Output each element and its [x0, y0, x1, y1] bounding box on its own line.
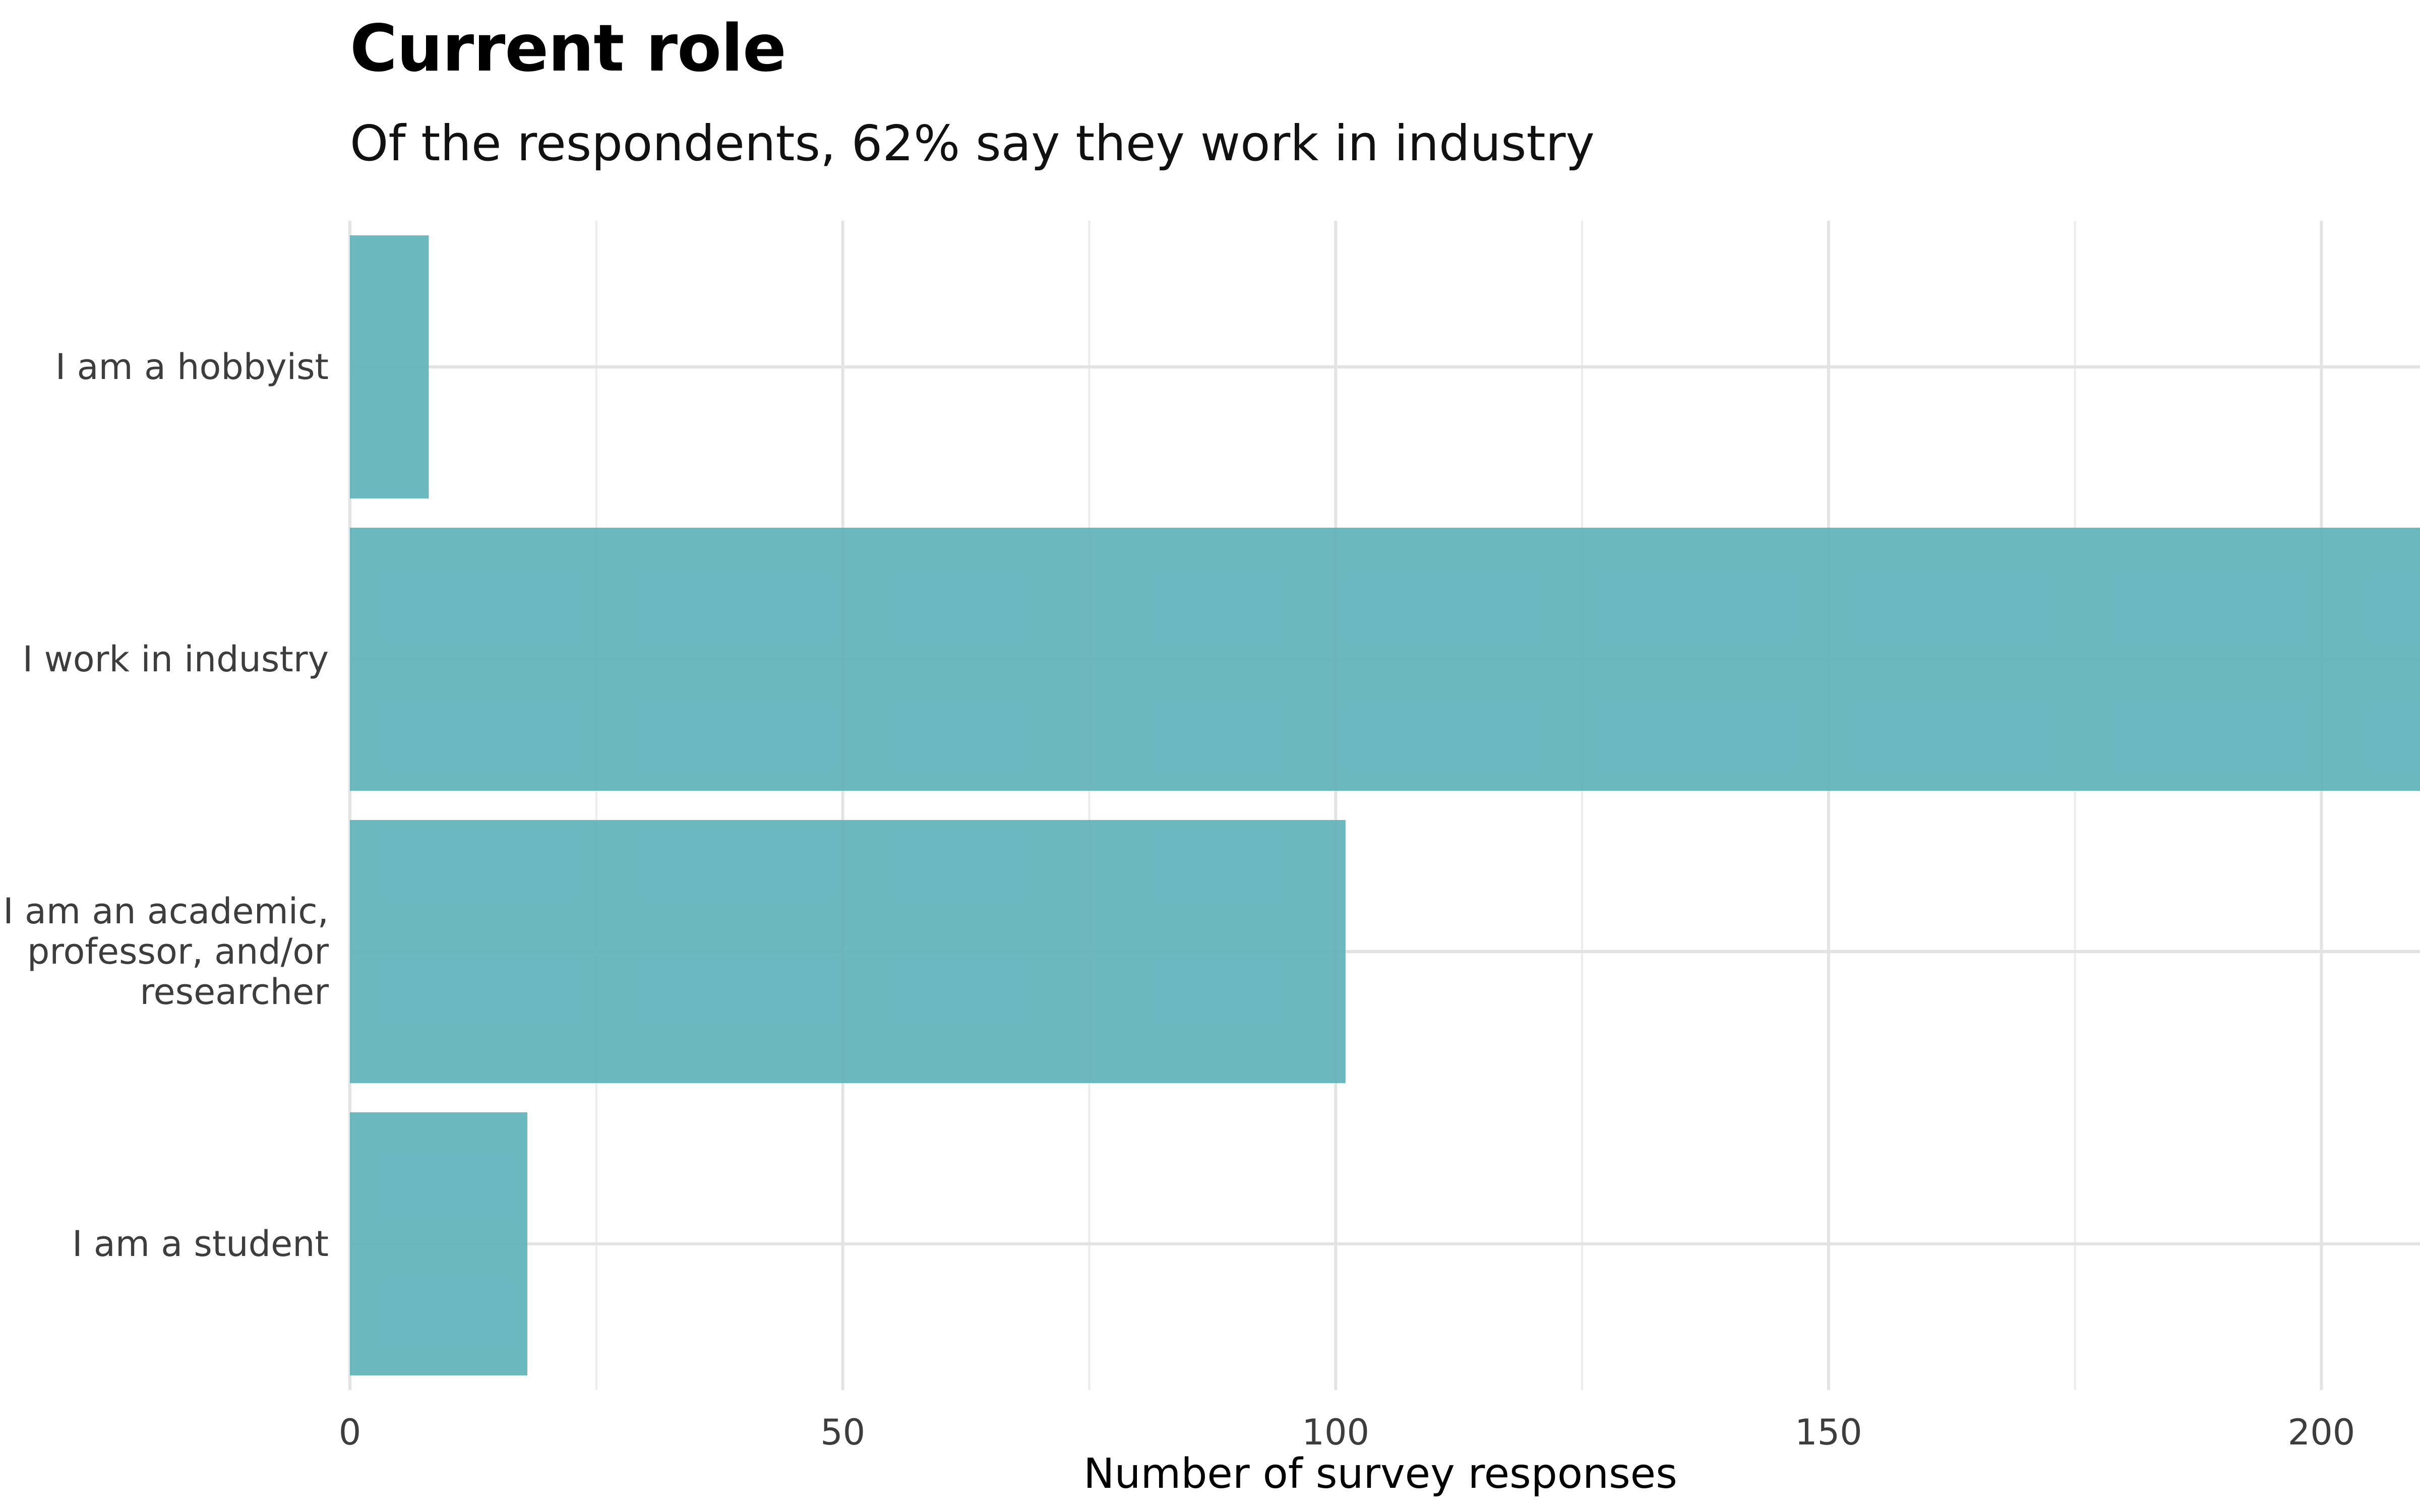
- bars: [350, 235, 2420, 1375]
- x-tick-label: 200: [2288, 1412, 2355, 1453]
- x-tick-label: 150: [1795, 1412, 1862, 1453]
- y-category-label: researcher: [140, 971, 329, 1013]
- bar: [350, 820, 1346, 1083]
- x-tick-label: 100: [1302, 1412, 1369, 1453]
- y-category-label: I am a student: [72, 1223, 329, 1265]
- major-gridlines: [348, 221, 2420, 1390]
- x-axis-ticks: 0 50 100 150 200: [339, 1412, 2355, 1453]
- y-category-label: I am a hobbyist: [55, 346, 329, 388]
- bar: [350, 235, 429, 498]
- y-category-label: professor, and/or: [27, 931, 329, 972]
- minor-gridlines: [595, 221, 2076, 1390]
- x-tick-label: 0: [339, 1412, 361, 1453]
- chart-title: Current role: [350, 11, 786, 86]
- bar: [350, 528, 2420, 791]
- chart-subtitle: Of the respondents, 62% say they work in…: [350, 115, 1595, 172]
- x-axis-title: Number of survey responses: [1083, 1450, 1677, 1498]
- y-category-label: I am an academic,: [3, 891, 329, 932]
- y-axis-labels: I am a hobbyist I work in industry I am an…: [3, 346, 329, 1265]
- bar: [350, 1112, 527, 1375]
- x-tick-label: 50: [820, 1412, 865, 1453]
- y-category-label: I work in industry: [23, 639, 329, 680]
